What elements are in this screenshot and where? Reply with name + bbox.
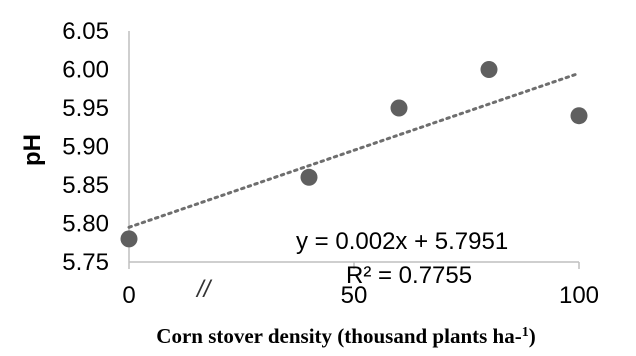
y-tick-label: 5.85 — [62, 172, 109, 199]
y-tick-label: 6.05 — [62, 18, 109, 45]
data-point — [120, 230, 138, 248]
x-tick-label: 0 — [122, 282, 135, 309]
x-tick-label: 50 — [341, 282, 368, 309]
x-tick-label: 100 — [559, 282, 599, 309]
y-tick-label: 5.95 — [62, 95, 109, 122]
x-axis-ticks: 0 50 100 — [122, 282, 599, 309]
data-point — [480, 61, 498, 78]
y-axis-title: pH — [19, 134, 46, 166]
y-tick-label: 5.90 — [62, 134, 109, 161]
trendline — [127, 71, 581, 229]
x-axis-tick-marks — [128, 262, 580, 269]
y-tick-label: 5.75 — [62, 249, 109, 276]
data-points — [120, 61, 588, 248]
x-axis-title: Corn stover density (thousand plants ha-… — [156, 324, 535, 348]
y-axis-ticks: 5.75 5.80 5.85 5.90 5.95 6.00 6.05 — [62, 18, 109, 276]
x-axis-title-main: Corn stover density (thousand plants ha- — [156, 324, 521, 348]
x-axis-title-superscript: 1 — [522, 325, 529, 340]
data-point — [390, 99, 408, 117]
axis-break-mark: // — [195, 276, 213, 303]
y-tick-label: 6.00 — [62, 57, 109, 84]
data-point — [570, 107, 588, 125]
r-squared-label: R² = 0.7755 — [346, 262, 472, 289]
x-axis-title-suffix: ) — [529, 324, 536, 348]
y-tick-label: 5.80 — [62, 211, 109, 238]
trendline-equation: y = 0.002x + 5.7951 — [296, 228, 508, 255]
data-point — [300, 168, 318, 186]
